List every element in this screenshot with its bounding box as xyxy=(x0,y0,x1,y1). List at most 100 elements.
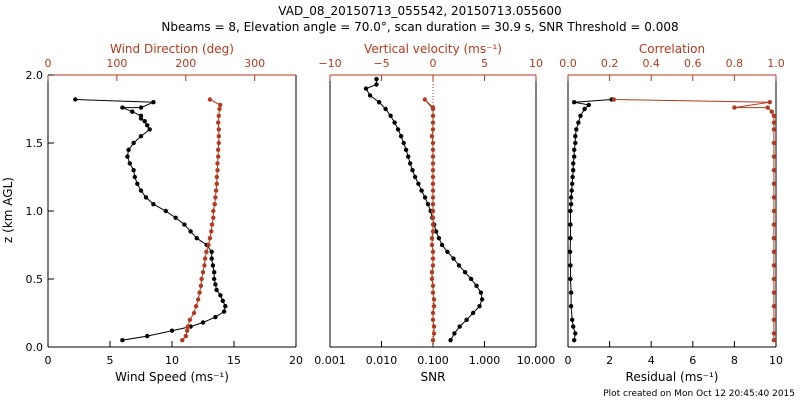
data-point xyxy=(213,188,219,193)
data-point xyxy=(572,338,577,343)
data-point xyxy=(392,120,397,125)
data-point xyxy=(216,147,221,152)
top-tick-label: 300 xyxy=(244,57,265,70)
data-point xyxy=(571,324,576,329)
data-point xyxy=(194,236,199,241)
data-point xyxy=(431,324,437,329)
data-point xyxy=(207,236,213,241)
data-point xyxy=(213,282,218,287)
x-axis-label: Wind Speed (ms⁻¹) xyxy=(115,370,229,384)
data-point xyxy=(576,120,581,125)
data-point xyxy=(138,134,144,139)
data-point xyxy=(430,263,436,268)
data-point xyxy=(363,86,369,91)
top-tick-label: −5 xyxy=(373,57,389,70)
data-point xyxy=(429,276,435,282)
data-point xyxy=(430,140,436,146)
data-point xyxy=(212,276,217,282)
data-point xyxy=(163,208,168,214)
data-point xyxy=(582,106,587,112)
x-tick-label: 20 xyxy=(289,354,303,367)
data-point xyxy=(429,236,435,241)
data-point xyxy=(771,290,777,295)
data-point xyxy=(477,304,482,309)
top-tick-label: 0.2 xyxy=(601,57,619,70)
data-point xyxy=(430,202,436,207)
data-point xyxy=(433,229,439,234)
data-point xyxy=(771,331,777,336)
data-point xyxy=(120,105,125,110)
data-point xyxy=(138,113,144,119)
data-point xyxy=(771,120,777,125)
data-point xyxy=(452,331,457,336)
y-tick-label: 1.0 xyxy=(26,205,44,218)
top-tick-label: 0 xyxy=(45,57,52,70)
top-tick-label: 0.0 xyxy=(559,57,577,70)
top-axis-label: Correlation xyxy=(639,42,705,56)
data-point xyxy=(430,310,436,316)
data-point xyxy=(771,181,777,186)
data-point xyxy=(151,100,156,105)
y-tick-label: 0.0 xyxy=(26,341,44,354)
data-point xyxy=(771,140,777,146)
data-point xyxy=(216,113,221,119)
data-point xyxy=(206,242,211,248)
top-axis-label: Vertical velocity (ms⁻¹) xyxy=(364,42,502,56)
data-point xyxy=(568,304,574,309)
data-point xyxy=(732,105,737,110)
data-point xyxy=(183,333,188,339)
data-point xyxy=(374,82,379,87)
x-axis-label: Residual (ms⁻¹) xyxy=(626,370,719,384)
top-tick-label: 0.8 xyxy=(726,57,744,70)
data-point xyxy=(216,120,221,125)
x-tick-label: 10.000 xyxy=(517,354,556,367)
data-point xyxy=(196,297,201,302)
data-point xyxy=(572,154,577,159)
data-point xyxy=(425,202,431,207)
data-point xyxy=(771,236,777,241)
data-point xyxy=(376,100,382,105)
data-point xyxy=(215,168,220,173)
data-point xyxy=(568,236,573,241)
data-point xyxy=(367,93,373,98)
x-tick-label: 0 xyxy=(45,354,52,367)
data-point xyxy=(568,195,574,200)
x-tick-label: 10 xyxy=(165,354,179,367)
data-point xyxy=(407,161,413,166)
data-point xyxy=(218,102,223,108)
series-line xyxy=(613,99,775,341)
data-point xyxy=(126,147,131,152)
data-point xyxy=(456,263,462,268)
data-point xyxy=(197,290,202,295)
data-point xyxy=(430,195,436,200)
data-point xyxy=(570,317,575,322)
data-point xyxy=(142,119,147,124)
top-tick-label: 0.6 xyxy=(684,57,702,70)
data-point xyxy=(217,106,222,112)
data-point xyxy=(468,276,474,282)
data-point xyxy=(430,181,436,186)
data-point xyxy=(214,174,219,180)
data-point xyxy=(422,195,428,200)
x-tick-label: 0.001 xyxy=(314,354,346,367)
data-point xyxy=(568,222,573,227)
x-tick-label: 15 xyxy=(227,354,241,367)
data-point xyxy=(430,208,436,214)
data-point xyxy=(430,338,436,343)
data-point xyxy=(448,338,453,343)
data-point xyxy=(383,106,388,112)
data-point xyxy=(439,242,445,248)
data-point xyxy=(120,338,125,343)
data-point xyxy=(151,202,156,207)
data-point xyxy=(147,127,152,132)
top-tick-label: 0.4 xyxy=(642,57,660,70)
data-point xyxy=(573,134,578,139)
data-point xyxy=(586,102,591,108)
data-point xyxy=(430,249,436,254)
x-tick-label: 8 xyxy=(731,354,738,367)
data-point xyxy=(204,249,209,254)
top-tick-label: 200 xyxy=(175,57,196,70)
data-point xyxy=(187,317,193,322)
data-point xyxy=(567,249,573,254)
